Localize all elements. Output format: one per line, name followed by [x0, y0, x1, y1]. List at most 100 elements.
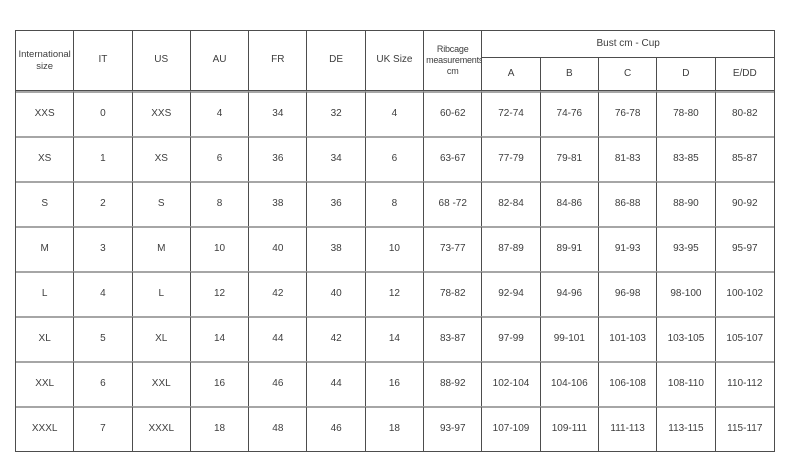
- table-cell: 18: [365, 406, 425, 451]
- table-cell: 107-109: [482, 406, 541, 451]
- table-cell: 115-117: [715, 406, 774, 451]
- table-cell: 4: [365, 91, 425, 136]
- table-cell: XXS: [132, 91, 191, 136]
- table-cell: 88-92: [424, 361, 483, 406]
- table-cell: 36: [307, 181, 366, 226]
- table-cell: XS: [132, 136, 191, 181]
- row-label-cell: M: [16, 226, 75, 271]
- table-cell: 106-108: [598, 361, 658, 406]
- cup-header-d: D: [657, 58, 716, 91]
- table-cell: 14: [365, 316, 425, 361]
- table-cell: 16: [365, 361, 425, 406]
- row-label-cell: XL: [16, 316, 75, 361]
- table-cell: 74-76: [540, 91, 599, 136]
- table-cell: 3: [74, 226, 133, 271]
- table-cell: 91-93: [598, 226, 658, 271]
- row-label-cell: XXL: [16, 361, 75, 406]
- cup-header-a: A: [482, 58, 541, 91]
- table-cell: XL: [132, 316, 191, 361]
- table-cell: 79-81: [540, 136, 599, 181]
- table-cell: 85-87: [715, 136, 774, 181]
- row-label-cell: XXS: [16, 91, 75, 136]
- table-cell: 83-85: [657, 136, 716, 181]
- table-cell: 46: [307, 406, 366, 451]
- table-cell: 113-115: [657, 406, 716, 451]
- table-row-xxs: XXS 0 XXS 4 34 32 4 60-62 72-74 74-76 76…: [16, 91, 774, 136]
- col-header-de: DE: [307, 31, 366, 91]
- table-cell: 105-107: [715, 316, 774, 361]
- table-cell: 42: [249, 271, 308, 316]
- table-cell: 93-95: [657, 226, 716, 271]
- table-cell: 104-106: [540, 361, 599, 406]
- table-cell: 34: [249, 91, 308, 136]
- table-cell: 8: [190, 181, 250, 226]
- table-cell: 60-62: [424, 91, 483, 136]
- table-cell: 48: [249, 406, 308, 451]
- row-label-cell: XS: [16, 136, 75, 181]
- col-header-ribcage-measurements: Ribcage measurements cm: [424, 31, 483, 91]
- col-header-uk-size: UK Size: [365, 31, 425, 91]
- table-cell: 5: [74, 316, 133, 361]
- row-label-cell: S: [16, 181, 75, 226]
- table-cell: 103-105: [657, 316, 716, 361]
- table-cell: 89-91: [540, 226, 599, 271]
- table-cell: 109-111: [540, 406, 599, 451]
- table-cell: 68 -72: [424, 181, 483, 226]
- table-cell: 34: [307, 136, 366, 181]
- table-cell: 98-100: [657, 271, 716, 316]
- table-cell: 4: [74, 271, 133, 316]
- table-cell: 4: [190, 91, 250, 136]
- table-cell: 90-92: [715, 181, 774, 226]
- table-cell: 97-99: [482, 316, 541, 361]
- table-cell: XXL: [132, 361, 191, 406]
- table-cell: 1: [74, 136, 133, 181]
- table-cell: 38: [249, 181, 308, 226]
- col-header-international-size: International size: [16, 31, 75, 91]
- col-header-us: US: [132, 31, 191, 91]
- table-cell: 46: [249, 361, 308, 406]
- table-cell: 18: [190, 406, 250, 451]
- table-cell: XXXL: [132, 406, 191, 451]
- table-cell: 42: [307, 316, 366, 361]
- table-cell: 72-74: [482, 91, 541, 136]
- table-cell: 32: [307, 91, 366, 136]
- table-row-xl: XL 5 XL 14 44 42 14 83-87 97-99 99-101 1…: [16, 316, 774, 361]
- table-cell: 10: [190, 226, 250, 271]
- cup-header-c: C: [598, 58, 658, 91]
- table-cell: 100-102: [715, 271, 774, 316]
- table-cell: 92-94: [482, 271, 541, 316]
- table-cell: 44: [249, 316, 308, 361]
- table-cell: M: [132, 226, 191, 271]
- table-cell: 110-112: [715, 361, 774, 406]
- table-cell: 6: [74, 361, 133, 406]
- table-row-l: L 4 L 12 42 40 12 78-82 92-94 94-96 96-9…: [16, 271, 774, 316]
- table-cell: 80-82: [715, 91, 774, 136]
- row-label-cell: L: [16, 271, 75, 316]
- col-header-au: AU: [190, 31, 250, 91]
- table-cell: 16: [190, 361, 250, 406]
- table-row-s: S 2 S 8 38 36 8 68 -72 82-84 84-86 86-88…: [16, 181, 774, 226]
- table-cell: 102-104: [482, 361, 541, 406]
- table-cell: 73-77: [424, 226, 483, 271]
- table-row-xs: XS 1 XS 6 36 34 6 63-67 77-79 79-81 81-8…: [16, 136, 774, 181]
- table-row-xxxl: XXXL 7 XXXL 18 48 46 18 93-97 107-109 10…: [16, 406, 774, 451]
- table-cell: 78-82: [424, 271, 483, 316]
- table-cell: 77-79: [482, 136, 541, 181]
- table-cell: S: [132, 181, 191, 226]
- table-cell: 95-97: [715, 226, 774, 271]
- table-cell: 6: [365, 136, 425, 181]
- cup-header-e-dd: E/DD: [715, 58, 774, 91]
- table-cell: 40: [307, 271, 366, 316]
- table-body: XXS 0 XXS 4 34 32 4 60-62 72-74 74-76 76…: [16, 91, 774, 451]
- table-cell: 93-97: [424, 406, 483, 451]
- table-cell: 36: [249, 136, 308, 181]
- table-cell: 111-113: [598, 406, 658, 451]
- table-cell: 8: [365, 181, 425, 226]
- col-group-header-bust-cup: Bust cm - Cup: [482, 31, 774, 58]
- table-cell: 6: [190, 136, 250, 181]
- cup-header-b: B: [540, 58, 599, 91]
- table-cell: 88-90: [657, 181, 716, 226]
- table-cell: 87-89: [482, 226, 541, 271]
- table-cell: 12: [365, 271, 425, 316]
- table-cell: 83-87: [424, 316, 483, 361]
